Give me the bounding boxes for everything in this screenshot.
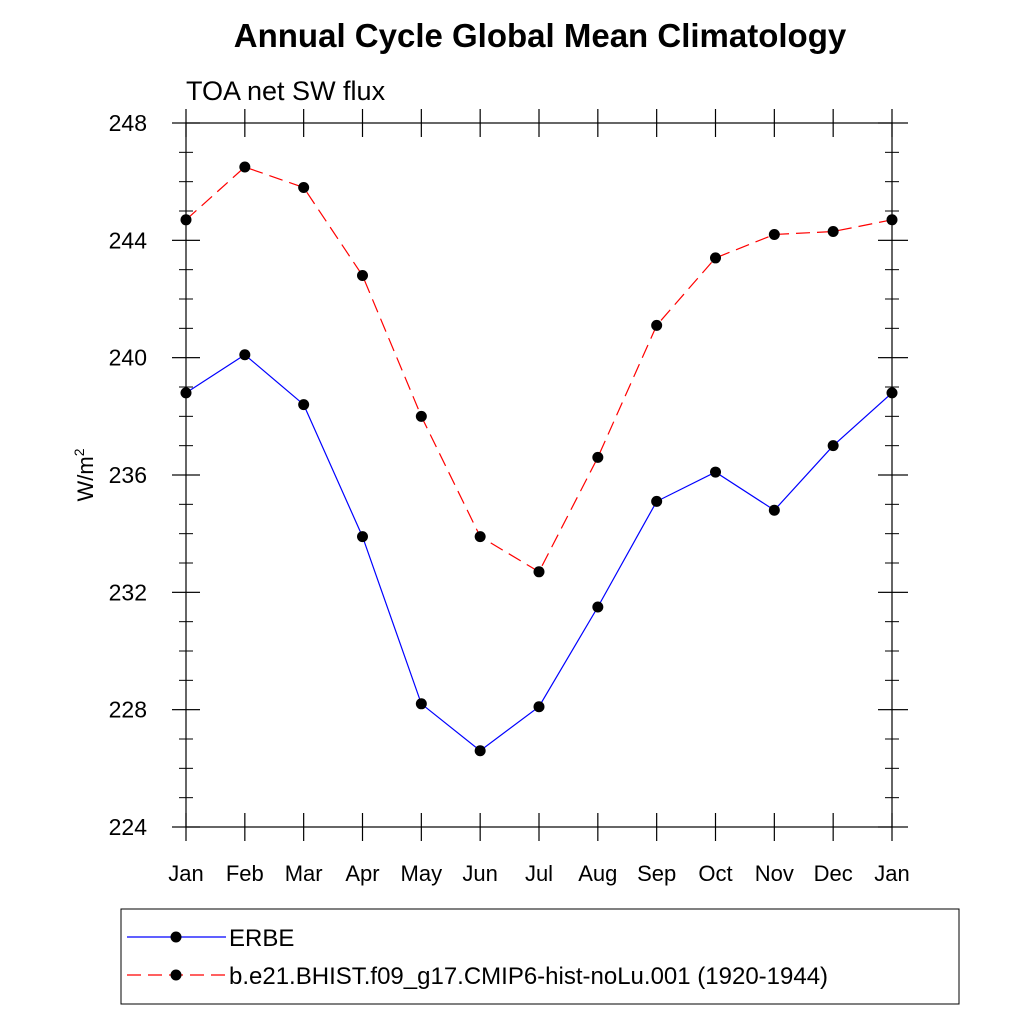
data-point [239, 161, 251, 173]
y-tick-label: 232 [109, 579, 147, 605]
data-point [357, 531, 368, 543]
legend-item-0: ERBE [127, 925, 294, 952]
data-point [768, 504, 780, 516]
data-point [533, 566, 545, 578]
x-tick-labels: Jan Feb Mar Apr May Jun Jul Aug Sep Oct Nov Dec Jan [168, 861, 909, 886]
data-point [710, 466, 721, 478]
data-point [592, 601, 604, 613]
y-axis-label-superscript: 2 [71, 448, 87, 456]
legend-item-1: b.e21.BHIST.f09_g17.CMIP6-hist-noLu.001 … [127, 963, 828, 990]
data-point [298, 399, 310, 411]
x-tick-label: Jan [168, 861, 203, 886]
data-point [357, 270, 368, 282]
plot-frame [185, 122, 893, 828]
legend: ERBE b.e21.BHIST.f09_g17.CMIP6-hist-noLu.… [120, 908, 960, 1005]
y-tick-label: 244 [109, 227, 148, 253]
x-tick-label: Sep [637, 861, 676, 886]
legend-marker [170, 931, 182, 943]
data-point [710, 252, 721, 264]
x-tick-label: Jun [462, 861, 497, 886]
chart-title: Annual Cycle Global Mean Climatology [234, 17, 847, 54]
x-tick-label: Jan [874, 861, 909, 886]
data-point [180, 214, 192, 226]
x-tick-label: Nov [755, 861, 794, 886]
data-point [415, 698, 427, 710]
y-tick-label: 248 [109, 110, 147, 136]
series-0 [180, 349, 898, 757]
data-point [886, 387, 898, 399]
data-point [651, 319, 663, 331]
data-point [886, 214, 898, 226]
data-point [651, 495, 663, 507]
svg-text:W/m2: W/m2 [71, 448, 98, 501]
series-line [185, 166, 893, 573]
legend-label: b.e21.BHIST.f09_g17.CMIP6-hist-noLu.001 … [229, 963, 828, 990]
x-tick-label: Jul [525, 861, 553, 886]
x-tick-label: Apr [345, 861, 379, 886]
legend-box [120, 908, 960, 1005]
data-point [239, 349, 251, 361]
legend-label: ERBE [229, 925, 294, 952]
x-tick-label: Feb [226, 861, 264, 886]
y-tick-label: 236 [109, 462, 147, 488]
x-tick-label: Aug [578, 861, 617, 886]
legend-items: ERBE b.e21.BHIST.f09_g17.CMIP6-hist-noLu.… [127, 925, 828, 990]
axis-ticks [172, 109, 908, 841]
x-tick-label: Oct [698, 861, 732, 886]
data-point [533, 701, 545, 713]
legend-marker [170, 969, 182, 981]
data-point [474, 531, 486, 543]
x-tick-label: Dec [814, 861, 853, 886]
series-layer [180, 161, 898, 757]
y-axis-label: W/m2 [71, 448, 98, 501]
data-point [827, 226, 839, 238]
chart-subtitle: TOA net SW flux [186, 76, 386, 106]
y-tick-label: 228 [109, 697, 147, 723]
y-tick-label: 240 [109, 345, 147, 371]
x-tick-label: Mar [285, 861, 323, 886]
data-point [768, 228, 780, 240]
data-point [415, 410, 427, 422]
series-1 [180, 161, 898, 578]
data-point [298, 182, 310, 194]
data-point [474, 745, 486, 757]
series-line [185, 353, 893, 752]
data-point [827, 440, 839, 452]
y-axis-label-text: W/m [73, 456, 98, 501]
y-tick-labels: 224 228 232 236 240 244 248 [109, 110, 148, 840]
data-point [180, 387, 192, 399]
data-point [592, 451, 604, 463]
y-tick-label: 224 [109, 814, 148, 840]
x-tick-label: May [401, 861, 443, 886]
